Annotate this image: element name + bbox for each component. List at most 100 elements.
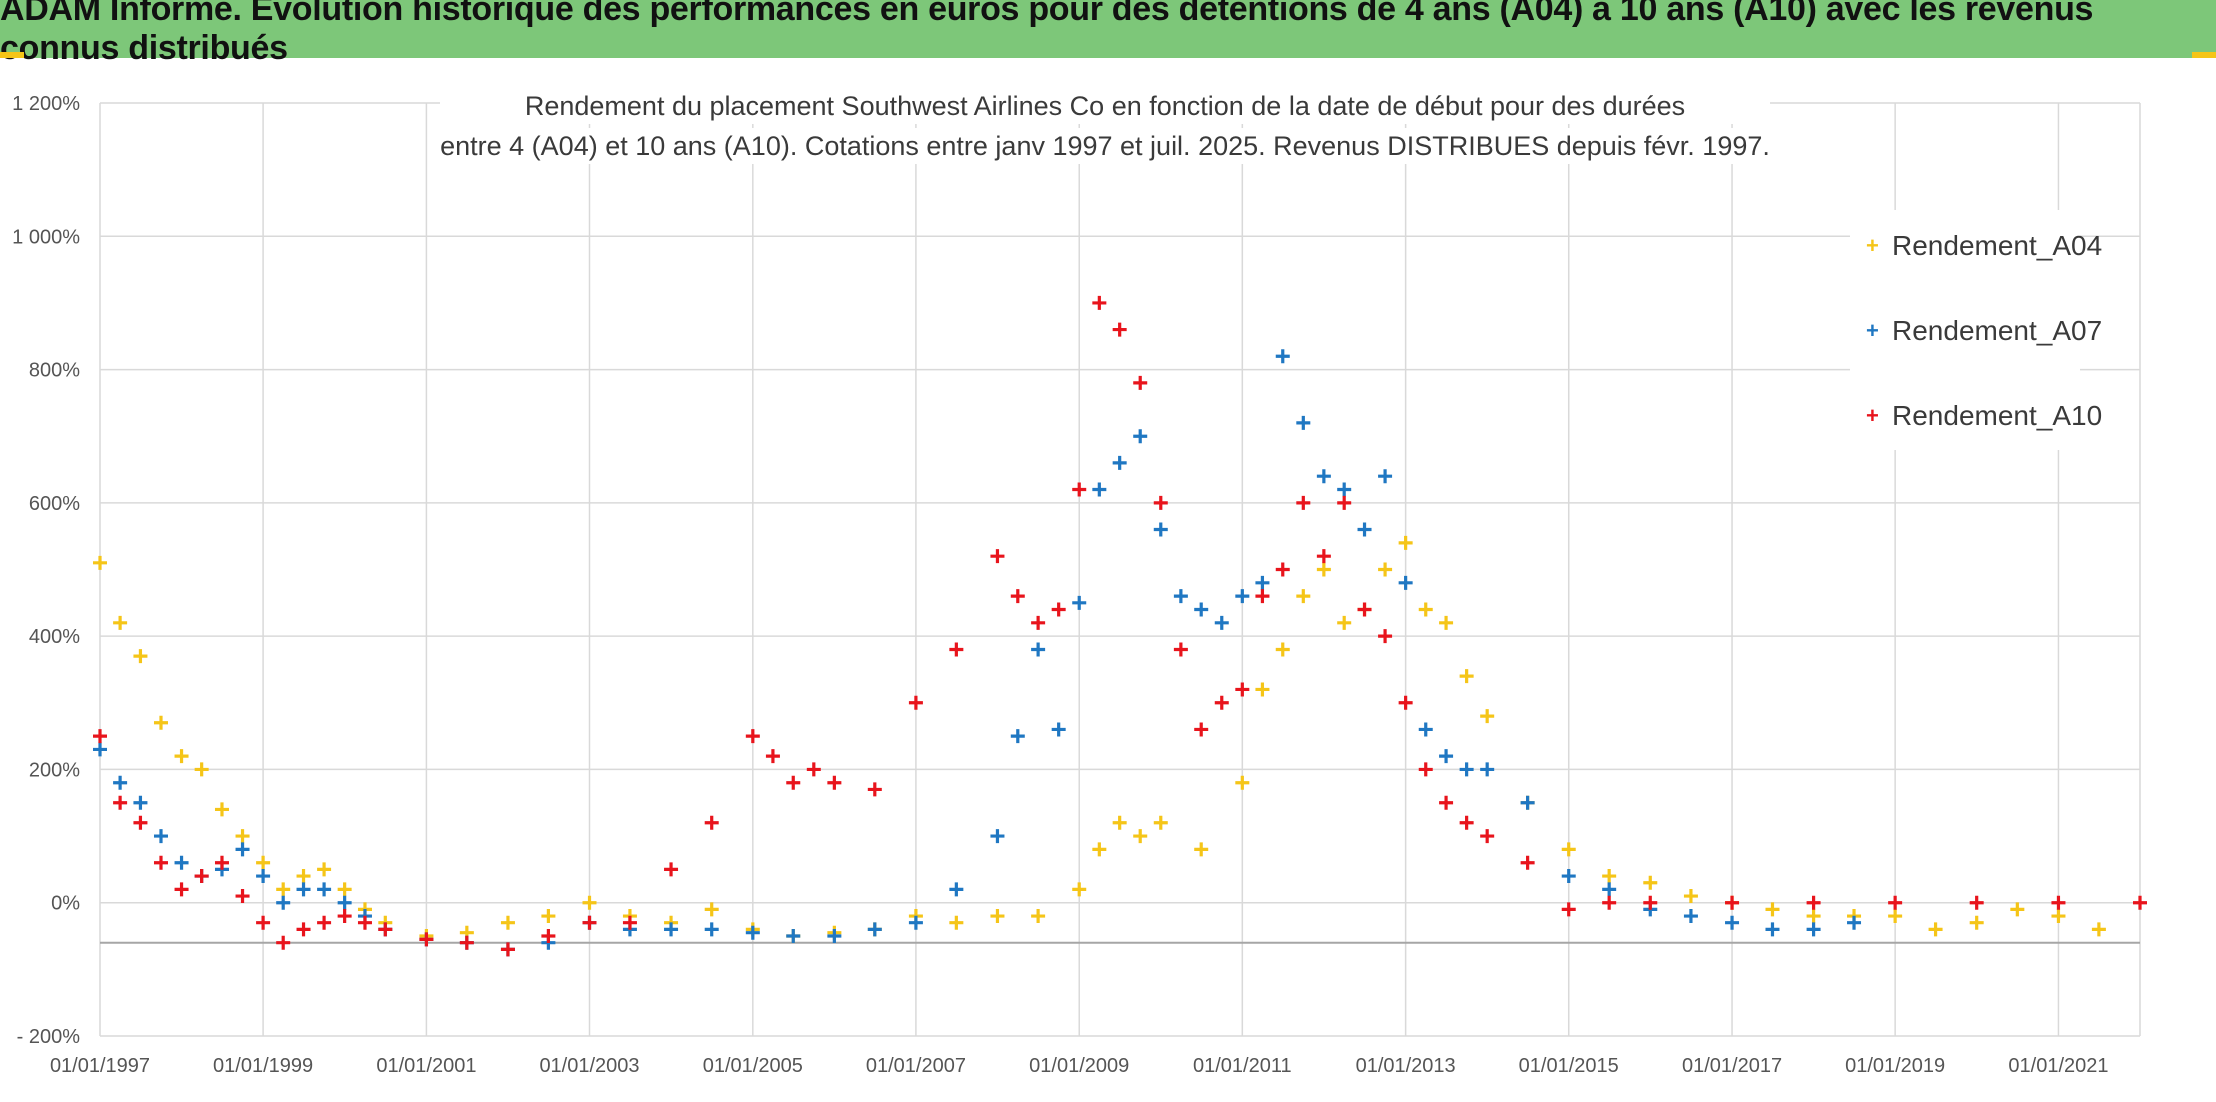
legend-marker-a07: + bbox=[1866, 318, 1879, 343]
y-tick-label: 200% bbox=[29, 759, 80, 781]
data-point bbox=[1275, 642, 1290, 657]
data-point bbox=[1847, 915, 1862, 930]
data-point bbox=[337, 909, 352, 924]
data-point bbox=[256, 915, 271, 930]
data-point bbox=[1316, 549, 1331, 564]
data-point bbox=[1133, 375, 1148, 390]
data-point bbox=[664, 922, 679, 937]
data-point bbox=[2091, 922, 2106, 937]
data-point bbox=[1398, 575, 1413, 590]
data-point bbox=[1092, 842, 1107, 857]
data-point bbox=[1316, 562, 1331, 577]
y-tick-label: 400% bbox=[29, 626, 80, 648]
y-tick-label: 600% bbox=[29, 493, 80, 515]
data-point bbox=[1296, 495, 1311, 510]
data-point bbox=[867, 782, 882, 797]
data-point bbox=[214, 802, 229, 817]
x-tick-label: 01/01/2001 bbox=[376, 1055, 476, 1077]
data-point bbox=[786, 929, 801, 944]
x-tick-label: 01/01/2019 bbox=[1845, 1055, 1945, 1077]
data-point bbox=[296, 869, 311, 884]
data-point bbox=[93, 742, 107, 757]
data-point bbox=[1235, 589, 1250, 604]
data-point bbox=[1133, 429, 1148, 444]
data-point bbox=[1928, 922, 1943, 937]
data-point bbox=[1520, 855, 1535, 870]
legend-label-a07: Rendement_A07 bbox=[1892, 315, 2103, 346]
data-point bbox=[500, 942, 515, 957]
data-point bbox=[1480, 829, 1495, 844]
data-point bbox=[174, 749, 189, 764]
grid-lines bbox=[99, 102, 2141, 1037]
data-point bbox=[622, 915, 637, 930]
data-point bbox=[113, 795, 128, 810]
x-tick-label: 01/01/2013 bbox=[1356, 1055, 1456, 1077]
series-rendement-a04 bbox=[93, 535, 2106, 944]
x-tick-label: 01/01/2015 bbox=[1519, 1055, 1619, 1077]
data-point bbox=[2051, 895, 2066, 910]
data-point bbox=[949, 642, 964, 657]
data-point bbox=[235, 889, 250, 904]
data-point bbox=[827, 775, 842, 790]
y-tick-label: 1 000% bbox=[12, 226, 80, 248]
data-point bbox=[133, 649, 148, 664]
legend-item-a10: + Rendement_A10 bbox=[1866, 400, 2102, 432]
legend-marker-a04: + bbox=[1866, 233, 1879, 258]
data-point bbox=[1255, 589, 1270, 604]
chart-title: Rendement du placement Southwest Airline… bbox=[440, 88, 1770, 124]
data-point bbox=[235, 842, 250, 857]
data-point bbox=[500, 915, 515, 930]
data-point bbox=[745, 729, 760, 744]
banner-title: ADAM Informe. Evolution historique des p… bbox=[0, 0, 2094, 67]
data-point bbox=[1806, 895, 1821, 910]
data-point bbox=[256, 869, 271, 884]
data-point bbox=[541, 929, 556, 944]
series-rendement-a07 bbox=[93, 349, 1862, 957]
data-point bbox=[1806, 922, 1821, 937]
data-point bbox=[1010, 729, 1025, 744]
data-point bbox=[541, 909, 556, 924]
data-point bbox=[1194, 842, 1209, 857]
data-point bbox=[1459, 815, 1474, 830]
data-point bbox=[1765, 902, 1780, 917]
data-point bbox=[990, 829, 1005, 844]
data-point bbox=[276, 935, 291, 950]
data-point bbox=[2133, 895, 2147, 910]
data-point bbox=[1173, 589, 1188, 604]
y-tick-label: 800% bbox=[29, 360, 80, 382]
data-point bbox=[378, 922, 393, 937]
data-point bbox=[1418, 762, 1433, 777]
data-point bbox=[1888, 895, 1903, 910]
data-point bbox=[1153, 522, 1168, 537]
data-point bbox=[1235, 682, 1250, 697]
chart-legend: + Rendement_A04 + Rendement_A07 + Rendem… bbox=[1850, 210, 2102, 450]
data-point bbox=[1378, 469, 1393, 484]
data-point bbox=[827, 929, 842, 944]
data-point bbox=[1357, 522, 1372, 537]
data-point bbox=[1072, 595, 1087, 610]
data-point bbox=[1439, 615, 1454, 630]
data-point bbox=[1194, 602, 1209, 617]
data-point bbox=[174, 855, 189, 870]
data-point bbox=[1683, 889, 1698, 904]
data-point bbox=[1806, 909, 1821, 924]
data-point bbox=[704, 922, 719, 937]
data-point bbox=[1214, 615, 1229, 630]
data-point bbox=[1173, 642, 1188, 657]
data-point bbox=[1398, 695, 1413, 710]
data-point bbox=[133, 795, 148, 810]
data-point bbox=[1643, 875, 1658, 890]
data-point bbox=[1275, 562, 1290, 577]
x-tick-label: 01/01/2017 bbox=[1682, 1055, 1782, 1077]
data-point bbox=[949, 882, 964, 897]
data-point bbox=[1337, 482, 1352, 497]
data-point bbox=[1031, 615, 1046, 630]
data-point bbox=[174, 882, 189, 897]
data-point bbox=[113, 775, 128, 790]
data-point bbox=[1112, 455, 1127, 470]
data-point bbox=[1153, 815, 1168, 830]
x-tick-label: 01/01/2005 bbox=[703, 1055, 803, 1077]
data-point bbox=[1969, 915, 1984, 930]
data-point bbox=[990, 549, 1005, 564]
data-point bbox=[1357, 602, 1372, 617]
